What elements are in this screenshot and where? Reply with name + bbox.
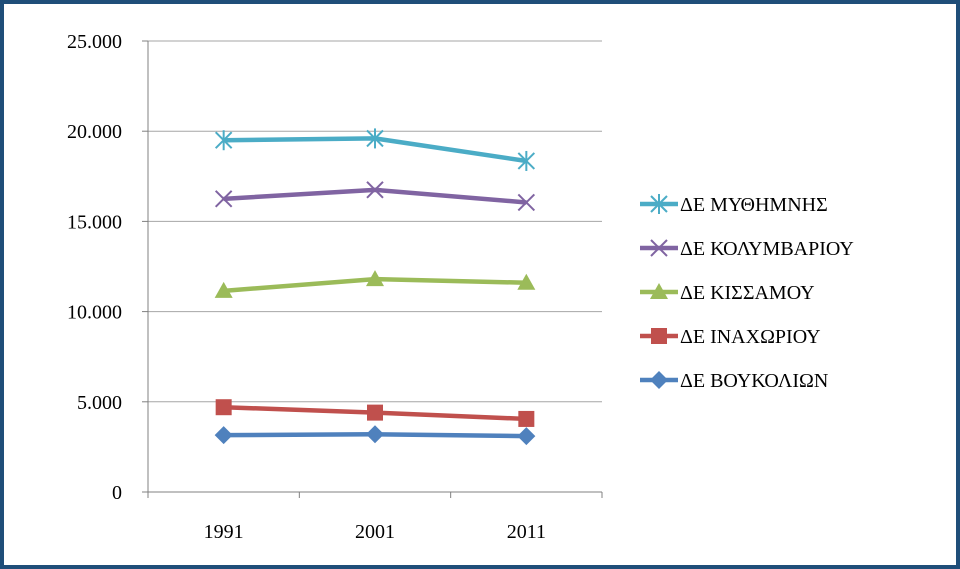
x-tick-label: 2001 xyxy=(355,521,395,543)
data-point xyxy=(366,270,384,287)
legend: ΔΕ ΜΥΘΗΜΝΗΣ ΔΕ ΚΟΛΥΜΒΑΡΙΟΥ ΔΕ ΚΙΣΣΑΜΟΥ ΔΕ Ι… xyxy=(640,194,854,392)
data-point xyxy=(517,193,536,212)
y-tick-label: 5.000 xyxy=(77,392,122,414)
series-3 xyxy=(214,270,536,298)
data-point xyxy=(518,410,535,427)
x-tick-labels: 1991 2001 2011 xyxy=(204,521,546,543)
data-point xyxy=(517,150,536,171)
legend-label: ΔΕ ΒΟΥΚΟΛΙΩΝ xyxy=(680,370,828,392)
y-tick-label: 10.000 xyxy=(67,302,122,324)
series-4 xyxy=(215,399,535,427)
axes xyxy=(142,40,603,498)
x-tick-label: 1991 xyxy=(204,521,244,543)
data-point xyxy=(366,425,384,444)
legend-item: ΔΕ ΜΥΘΗΜΝΗΣ xyxy=(640,194,828,216)
data-point xyxy=(214,130,233,151)
y-tick-label: 15.000 xyxy=(67,211,122,233)
data-point xyxy=(517,427,536,446)
gridlines xyxy=(148,40,602,403)
legend-item: ΔΕ ΒΟΥΚΟΛΙΩΝ xyxy=(640,370,828,392)
legend-label: ΔΕ ΚΟΛΥΜΒΑΡΙΟΥ xyxy=(680,238,854,260)
series-5 xyxy=(214,425,536,446)
legend-marker xyxy=(650,283,668,299)
y-tick-label: 25.000 xyxy=(67,31,122,53)
data-point xyxy=(215,399,232,416)
legend-item: ΔΕ ΚΟΛΥΜΒΑΡΙΟΥ xyxy=(640,238,854,260)
legend-marker xyxy=(650,239,668,257)
legend-item: ΔΕ ΙΝΑΧΩΡΙΟΥ xyxy=(640,326,821,348)
y-tick-labels: 0 5.000 10.000 15.000 20.000 25.000 xyxy=(67,31,122,504)
data-point xyxy=(214,190,233,208)
series-group xyxy=(214,128,536,446)
legend-label: ΔΕ ΜΥΘΗΜΝΗΣ xyxy=(680,194,828,216)
x-tick-label: 2011 xyxy=(507,521,546,543)
legend-marker xyxy=(650,194,668,214)
data-point xyxy=(214,426,233,445)
y-tick-label: 20.000 xyxy=(67,121,122,143)
legend-marker xyxy=(651,328,667,344)
series-line xyxy=(223,187,527,205)
y-tick-label: 0 xyxy=(112,482,122,504)
data-point xyxy=(366,181,384,199)
series-2 xyxy=(214,181,536,212)
series-1 xyxy=(214,128,536,171)
data-point xyxy=(517,273,536,290)
data-point xyxy=(367,404,383,421)
legend-marker xyxy=(650,371,668,389)
data-point xyxy=(214,281,233,298)
legend-label: ΔΕ ΙΝΑΧΩΡΙΟΥ xyxy=(680,326,821,348)
data-point xyxy=(366,128,384,149)
legend-item: ΔΕ ΚΙΣΣΑΜΟΥ xyxy=(640,282,815,304)
legend-label: ΔΕ ΚΙΣΣΑΜΟΥ xyxy=(680,282,815,304)
